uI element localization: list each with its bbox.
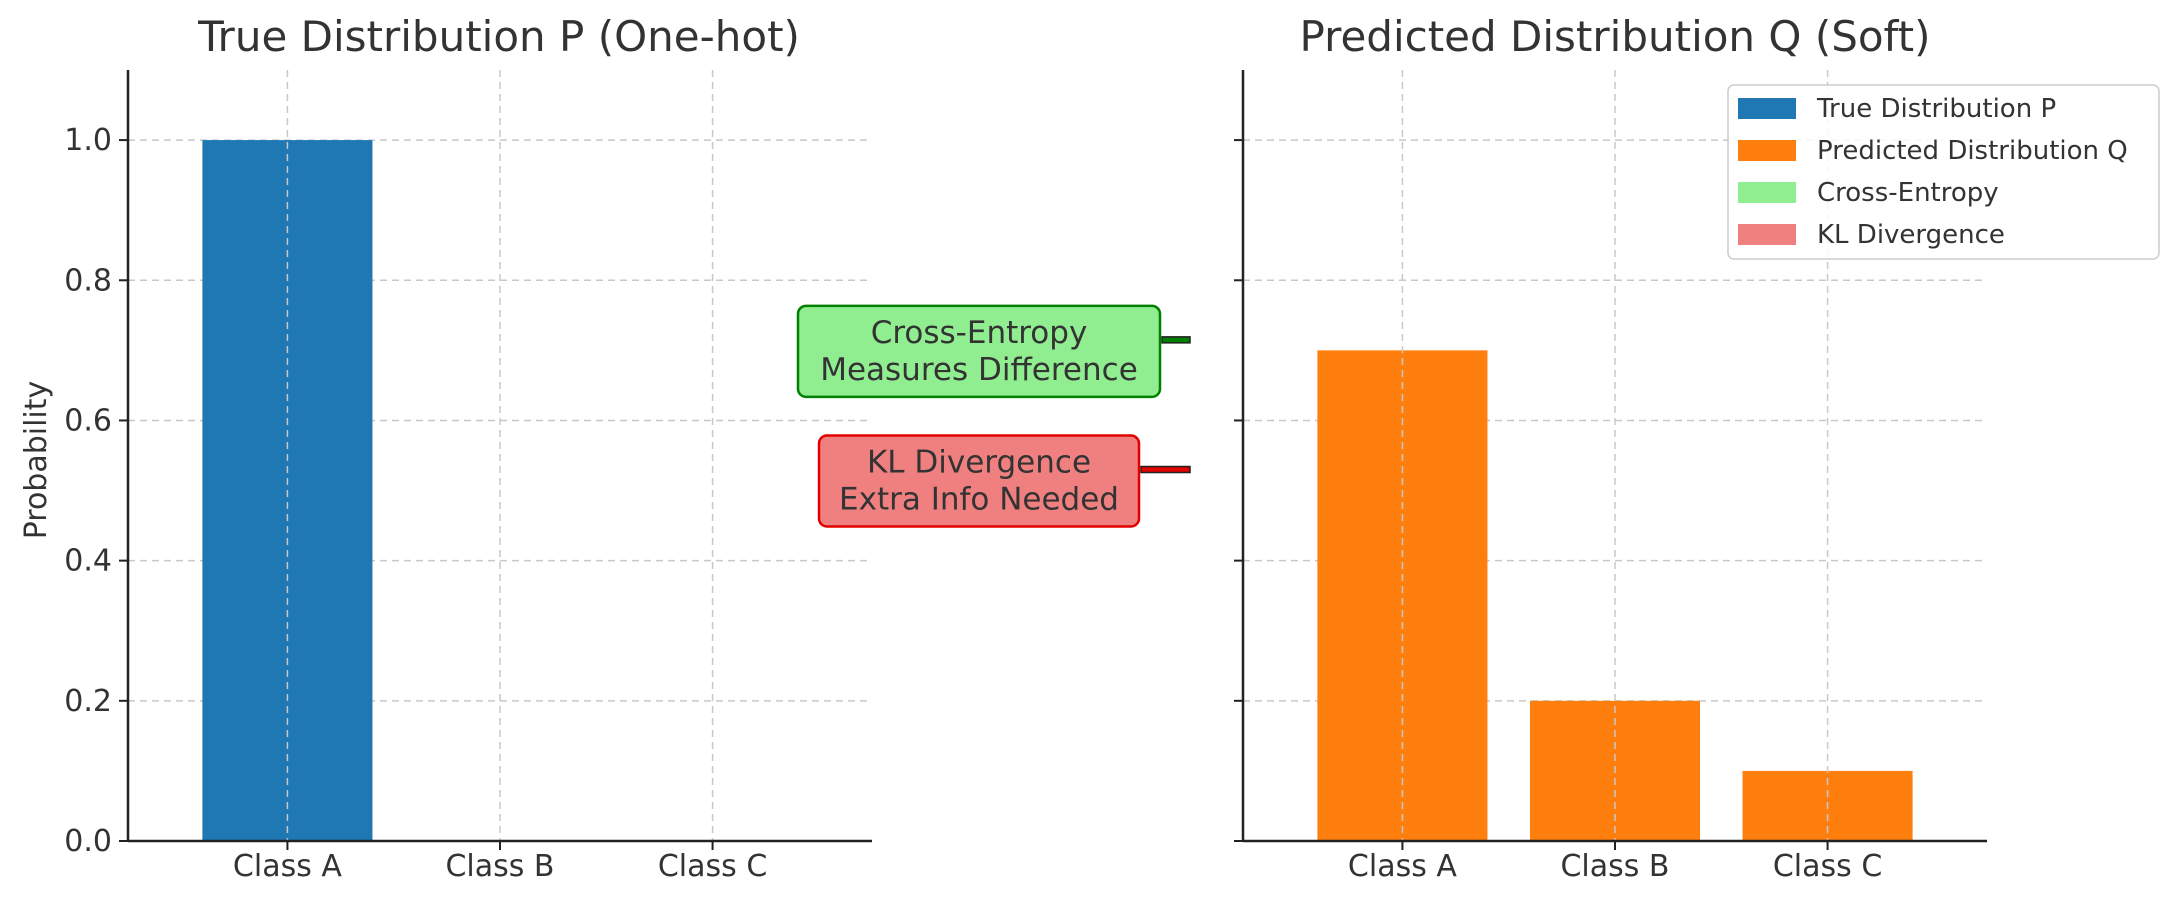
legend-swatch-3 (1738, 182, 1796, 203)
annotation-kl-divergence: KL Divergence Extra Info Needed (817, 434, 1191, 528)
y-tick-label-4: 0.8 (64, 263, 112, 298)
legend-swatch-2 (1738, 140, 1796, 161)
chart-title-left: True Distribution P (One-hot) (197, 12, 800, 61)
legend-label-3: Cross-Entropy (1817, 178, 1999, 208)
x-tick-label-right-3: Class C (1773, 849, 1882, 884)
kl-divergence-box (817, 434, 1141, 528)
cross-entropy-label-line2: Measures Difference (820, 352, 1138, 388)
kl-divergence-arrow (1140, 465, 1191, 474)
x-tick-label-left-1: Class A (233, 849, 342, 884)
legend-swatch-4 (1738, 224, 1796, 245)
y-tick-label-3: 0.6 (64, 403, 112, 438)
x-tick-label-right-1: Class A (1348, 849, 1457, 884)
legend-label-4: KL Divergence (1817, 220, 2005, 250)
legend-label-1: True Distribution P (1816, 94, 2056, 124)
bars-left (202, 70, 714, 841)
cross-entropy-arrow (1161, 336, 1191, 344)
y-tick-label-1: 0.2 (64, 684, 112, 719)
chart-title-right: Predicted Distribution Q (Soft) (1300, 12, 1931, 61)
cross-entropy-box (796, 304, 1162, 399)
legend-items: True Distribution P Predicted Distributio… (1738, 94, 2128, 250)
x-tick-labels-left: Class A Class B Class C (233, 849, 767, 884)
kl-divergence-label-line2: Extra Info Needed (839, 482, 1119, 518)
bars-right (1317, 70, 1913, 841)
chart-true-distribution: True Distribution P (One-hot) Probabilit… (19, 12, 872, 884)
legend-swatch-1 (1738, 98, 1796, 119)
legend-label-2: Predicted Distribution Q (1817, 136, 2128, 166)
x-tick-labels-right: Class A Class B Class C (1348, 849, 1882, 884)
kl-divergence-label-line1: KL Divergence (867, 445, 1091, 481)
x-tick-label-right-2: Class B (1560, 849, 1669, 884)
y-tick-label-2: 0.4 (64, 544, 112, 579)
annotations: Cross-Entropy Measures Difference KL Div… (796, 304, 1191, 528)
y-tick-label-5: 1.0 (64, 123, 112, 158)
axes-left (119, 70, 872, 850)
legend-frame (1727, 84, 2160, 260)
cross-entropy-label-line1: Cross-Entropy (871, 315, 1088, 351)
y-tick-labels-left: 0.0 0.2 0.4 0.6 0.8 1.0 (64, 123, 112, 859)
y-axis-label: Probability (19, 381, 54, 540)
annotation-cross-entropy: Cross-Entropy Measures Difference (796, 304, 1191, 399)
legend: True Distribution P Predicted Distributio… (1727, 84, 2160, 260)
x-tick-label-left-3: Class C (658, 849, 767, 884)
x-tick-label-left-2: Class B (445, 849, 554, 884)
y-tick-label-0: 0.0 (64, 824, 112, 859)
axes-right (1234, 70, 1987, 850)
